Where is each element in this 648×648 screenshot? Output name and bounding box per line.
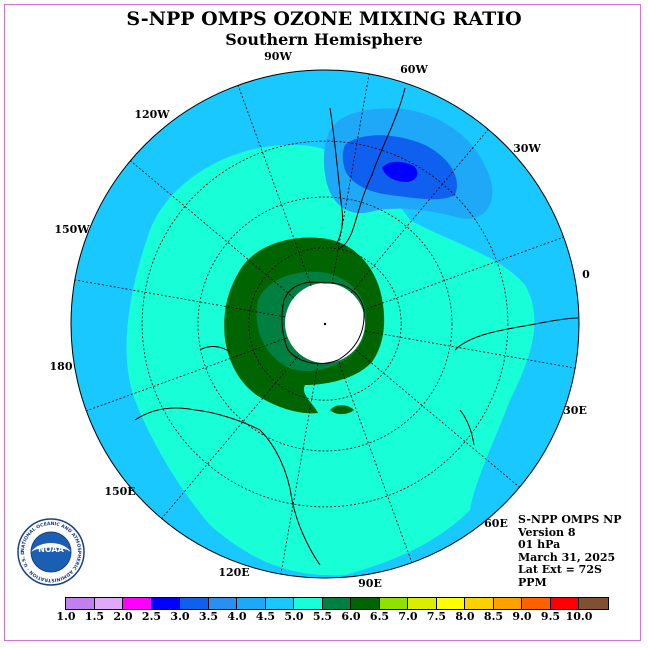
colorbar-cell bbox=[151, 598, 180, 609]
colorbar-cell bbox=[465, 598, 494, 609]
colorbar-cell bbox=[294, 598, 323, 609]
longitude-label: 120E bbox=[218, 566, 249, 579]
meridian-line bbox=[280, 363, 319, 575]
colorbar-cell bbox=[94, 598, 123, 609]
colorbar-label: 5.5 bbox=[312, 610, 333, 623]
longitude-label: 30E bbox=[563, 404, 587, 417]
info-version: Version 8 bbox=[518, 525, 576, 539]
meridian-line bbox=[355, 349, 520, 488]
colorbar-cell bbox=[123, 598, 152, 609]
info-block: S-NPP OMPS NP Version 8 01 hPa March 31,… bbox=[518, 513, 622, 589]
australia-coast bbox=[134, 407, 321, 566]
longitude-label: 0 bbox=[582, 268, 590, 281]
colorbar-label: 6.0 bbox=[341, 610, 361, 623]
info-units: PPM bbox=[518, 575, 547, 589]
antarctica-coast bbox=[281, 281, 365, 365]
south-america-west-coast bbox=[329, 107, 343, 246]
colorbar-label: 9.5 bbox=[540, 610, 561, 623]
map-title: S-NPP OMPS OZONE MIXING RATIO bbox=[126, 8, 522, 30]
longitude-label: 120W bbox=[134, 108, 170, 121]
meridian-line bbox=[331, 73, 370, 285]
info-pressure-level: 01 hPa bbox=[518, 538, 561, 551]
longitude-labels: 90W 60W 30W 0 30E 60E 90E 120E 150E 180 150W 120W bbox=[50, 50, 591, 590]
longitude-label: 60W bbox=[400, 63, 428, 76]
colorbar-label: 6.5 bbox=[369, 610, 390, 623]
colorbar-labels: 1.0 1.5 2.0 2.5 3.0 3.5 4.0 4.5 5.0 5.5 6.0 6.5 7.0 7… bbox=[0, 610, 648, 624]
meridian-line bbox=[338, 362, 413, 563]
plot-frame bbox=[4, 4, 641, 641]
colorbar-label: 2.0 bbox=[113, 610, 133, 623]
longitude-label: 150W bbox=[54, 223, 90, 236]
meridian-line bbox=[350, 129, 489, 294]
meridian-line bbox=[86, 337, 287, 412]
map-subtitle: Southern Hemisphere bbox=[225, 30, 423, 49]
south-america-east-coast bbox=[339, 87, 406, 249]
logo-text: NOAA bbox=[38, 545, 64, 554]
meridian-line bbox=[363, 236, 564, 311]
colorbar-cell bbox=[208, 598, 237, 609]
meridian-line bbox=[130, 160, 295, 299]
madagascar-coast bbox=[459, 409, 475, 446]
colorbar-cell bbox=[265, 598, 294, 609]
longitude-label: 90E bbox=[358, 577, 382, 590]
colorbar-cell bbox=[436, 598, 465, 609]
map-boundary bbox=[70, 69, 580, 579]
longitude-label: 90W bbox=[264, 50, 292, 63]
colorbar-cell bbox=[550, 598, 579, 609]
info-instrument: S-NPP OMPS NP bbox=[518, 513, 622, 526]
colorbar-cell bbox=[579, 598, 608, 609]
longitude-label: 180 bbox=[50, 360, 73, 373]
colorbar-label: 2.5 bbox=[141, 610, 162, 623]
coastlines bbox=[134, 87, 579, 566]
colorbar-cell bbox=[237, 598, 266, 609]
colorbar-label: 1.5 bbox=[84, 610, 105, 623]
colorbar-label: 4.0 bbox=[227, 610, 247, 623]
colorbar-label: 4.5 bbox=[255, 610, 276, 623]
noaa-logo: NATIONAL OCEANIC AND ATMOSPHERIC ADMINIS… bbox=[17, 518, 85, 586]
meridian-line bbox=[161, 354, 300, 519]
colorbar-cell bbox=[522, 598, 551, 609]
colorbar-label: 3.5 bbox=[198, 610, 219, 623]
meridian-line bbox=[237, 85, 312, 286]
colorbar bbox=[65, 597, 609, 610]
ozone-level-5-5-6-0-patch bbox=[330, 405, 354, 415]
colorbar-label: 7.0 bbox=[398, 610, 418, 623]
colorbar-cell bbox=[351, 598, 380, 609]
colorbar-label: 5.0 bbox=[284, 610, 304, 623]
longitude-label: 30W bbox=[513, 142, 541, 155]
africa-coast bbox=[454, 317, 579, 351]
latitude-circle bbox=[141, 140, 509, 508]
colorbar-cell bbox=[379, 598, 408, 609]
latitude-circle bbox=[248, 247, 402, 401]
colorbar-label: 10.0 bbox=[565, 610, 593, 623]
colorbar-label: 3.0 bbox=[170, 610, 190, 623]
colorbar-cell bbox=[322, 598, 351, 609]
lat-lon-grid bbox=[74, 73, 576, 575]
colorbar-label: 7.5 bbox=[426, 610, 447, 623]
meridian-line bbox=[74, 279, 286, 318]
ozone-level-2-5-3-0 bbox=[382, 161, 418, 182]
meridian-line bbox=[364, 330, 576, 369]
colorbar-label: 9.0 bbox=[512, 610, 532, 623]
longitude-label: 60E bbox=[484, 517, 508, 530]
colorbar-cell bbox=[180, 598, 209, 609]
colorbar-cell bbox=[66, 598, 95, 609]
longitude-label: 150E bbox=[104, 485, 135, 498]
ross-ice-coast bbox=[199, 346, 231, 353]
colorbar-label: 8.5 bbox=[483, 610, 504, 623]
colorbar-cell bbox=[408, 598, 437, 609]
south-pole-marker bbox=[323, 322, 327, 326]
colorbar-label: 8.0 bbox=[455, 610, 475, 623]
latitude-circle bbox=[197, 196, 453, 452]
info-lat-extent: Lat Ext = 72S bbox=[518, 563, 602, 576]
colorbar-label: 1.0 bbox=[56, 610, 76, 623]
colorbar-cell bbox=[493, 598, 522, 609]
info-date: March 31, 2025 bbox=[518, 550, 616, 564]
